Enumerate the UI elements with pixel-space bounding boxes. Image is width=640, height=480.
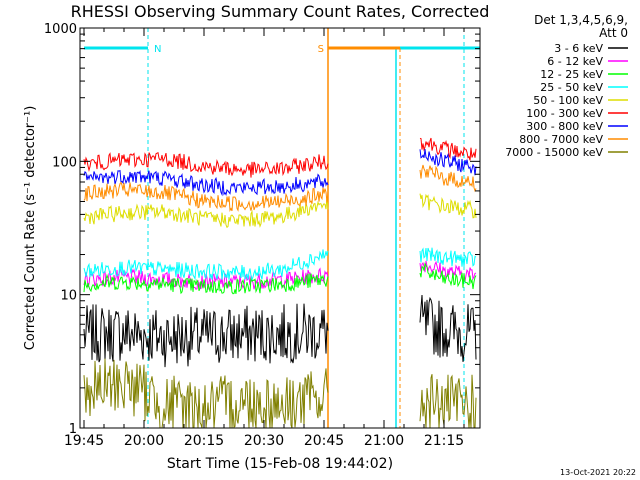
x-tick-label: 20:00 — [124, 433, 164, 449]
legend-label: 7000 - 15000 keV — [505, 146, 603, 159]
legend-header-line-2: Att 0 — [599, 26, 628, 40]
saa-label: S — [318, 44, 324, 55]
series-line — [83, 137, 477, 178]
legend-label: 3 - 6 keV — [554, 42, 603, 55]
series-line — [83, 294, 477, 368]
y-axis-label: Corrected Count Rate (s⁻¹ detector⁻¹) — [23, 106, 38, 351]
series-line — [83, 193, 477, 229]
x-tick-label: 20:30 — [244, 433, 284, 449]
x-tick-label: 20:15 — [184, 433, 224, 449]
chart-title: RHESSI Observing Summary Count Rates, Co… — [71, 2, 490, 21]
legend-label: 6 - 12 keV — [547, 55, 603, 68]
legend-label: 50 - 100 keV — [533, 94, 603, 107]
legend-label: 12 - 25 keV — [540, 68, 603, 81]
legend-header-line-1: Det 1,3,4,5,6,9, — [534, 13, 628, 27]
legend-label: 800 - 7000 keV — [519, 133, 603, 146]
footer-date: 13-Oct-2021 20:22 — [560, 468, 636, 477]
plot-frame — [79, 27, 481, 429]
x-tick-label: 19:45 — [64, 433, 104, 449]
legend-label: 100 - 300 keV — [526, 107, 603, 120]
x-tick-label: 21:15 — [424, 433, 464, 449]
series-line — [83, 262, 477, 295]
series-line — [83, 148, 477, 197]
night-label: N — [154, 44, 161, 55]
axes: 19:45 20:00 20:15 20:30 20:45 21:00 21:15 1 10 10… — [44, 22, 480, 449]
y-tick-label: 100 — [52, 155, 77, 170]
legend-label: 300 - 800 keV — [526, 120, 603, 133]
x-tick-label: 21:00 — [364, 433, 404, 449]
y-tick-label: 1000 — [44, 22, 77, 37]
series-line — [83, 247, 477, 281]
y-tick-label: 10 — [60, 289, 77, 304]
x-axis-label: Start Time (15-Feb-08 19:44:02) — [167, 456, 393, 472]
legend-label: 25 - 50 keV — [540, 81, 603, 94]
y-tick-label: 1 — [69, 422, 77, 437]
series-line — [83, 164, 477, 213]
x-tick-label: 20:45 — [304, 433, 344, 449]
